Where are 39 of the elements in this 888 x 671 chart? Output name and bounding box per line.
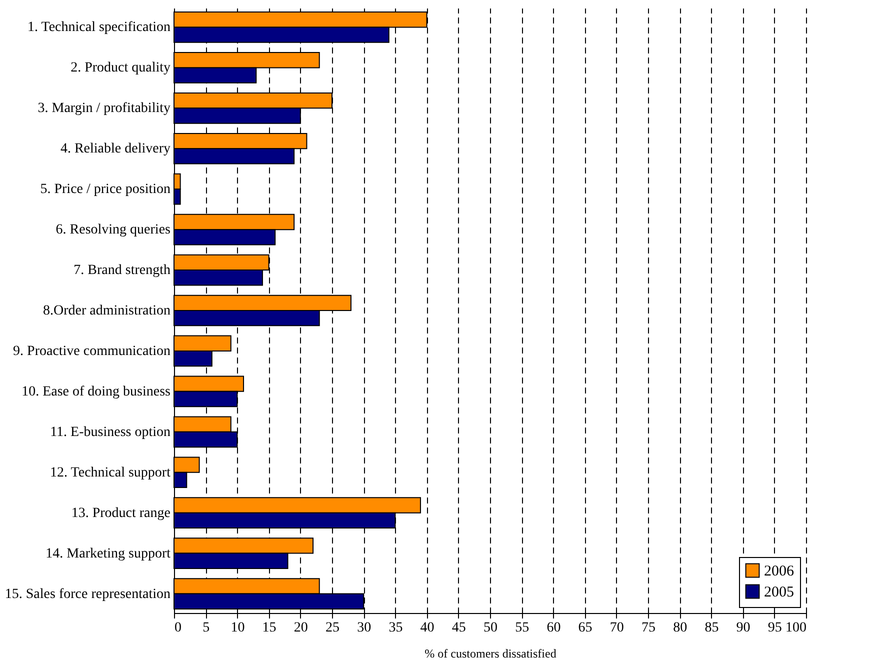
y-tick-label: 5. Price / price position (40, 182, 170, 198)
y-tick-label: 15. Sales force representation (4, 586, 170, 602)
y-tick-label: 7. Brand strength (74, 263, 170, 278)
y-tick-label: 6. Resolving queries (56, 222, 170, 238)
y-tick-label: 10. Ease of doing business (22, 384, 170, 400)
legend-label: 2006 (764, 564, 794, 580)
x-tick-label: 70 (610, 620, 624, 636)
x-tick-label: 45 (452, 620, 466, 636)
y-tick-label: 4. Reliable delivery (60, 142, 170, 157)
y-tick-label: 9. Proactive communication (13, 344, 170, 359)
y-tick-label: 3. Margin / profitability (38, 101, 170, 116)
y-tick-label: 1. Technical specification (28, 20, 170, 36)
x-tick-label: 90 (736, 620, 750, 636)
x-tick-label: 80 (673, 620, 688, 636)
y-tick-label: 12. Technical support (50, 465, 171, 480)
y-tick-label: 14. Marketing support (46, 546, 171, 562)
x-tick-label: 30 (357, 620, 372, 636)
y-tick-label: 2. Product quality (70, 60, 170, 76)
x-axis-title: % of customers dissatisfied (424, 646, 556, 660)
y-tick-label: 8.Order administration (42, 304, 170, 318)
x-tick-label: 60 (546, 620, 561, 636)
x-tick-label: 35 (388, 620, 403, 636)
x-tick-label: 85 (704, 620, 719, 636)
x-tick-label: 40 (420, 620, 434, 636)
x-tick-label: 95 (768, 620, 782, 636)
x-tick-label: 20 (294, 620, 308, 636)
legend-label: 2005 (764, 584, 794, 600)
x-tick-label: 55 (515, 620, 530, 636)
x-tick-label: 15 (262, 620, 276, 636)
x-tick-label: 50 (484, 620, 498, 636)
x-tick-label: 25 (326, 620, 340, 636)
y-tick-label: 11. E-business option (50, 424, 170, 440)
x-tick-label: 100 (786, 620, 806, 636)
x-tick-label: 10 (230, 620, 245, 636)
x-tick-label: 65 (578, 620, 592, 636)
x-tick-label: 0 (174, 620, 182, 636)
x-tick-label: 5 (202, 620, 210, 636)
y-tick-label: 13. Product range (71, 506, 170, 521)
x-tick-label: 75 (642, 620, 656, 636)
